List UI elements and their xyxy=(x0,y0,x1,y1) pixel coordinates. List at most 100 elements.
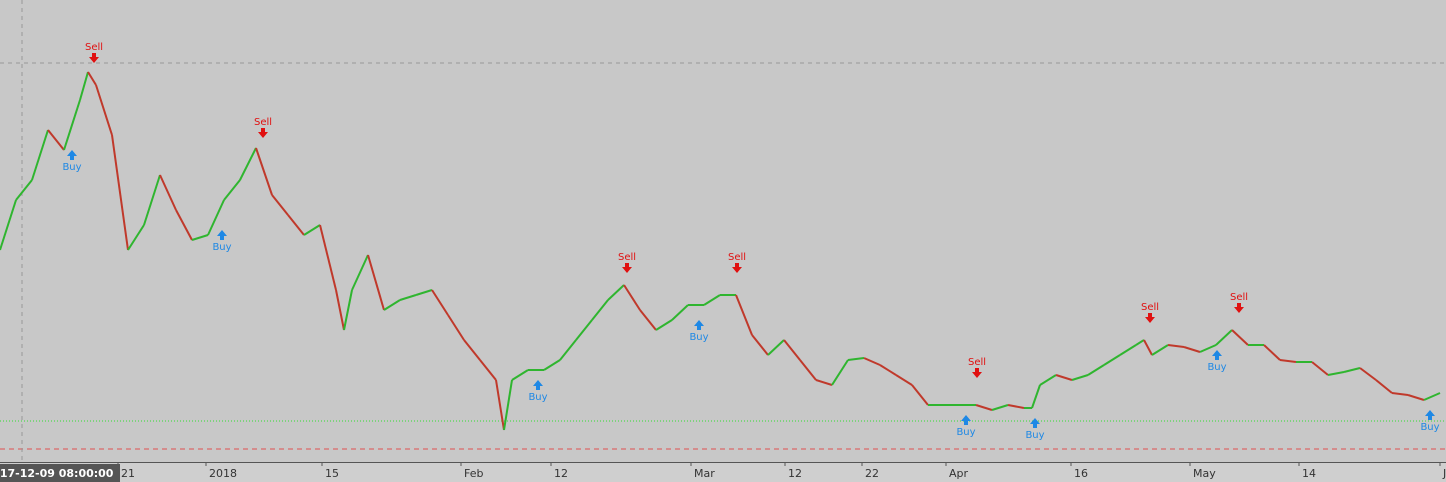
price-segment xyxy=(1359,367,1377,381)
crosshair-label-box xyxy=(0,464,120,482)
signal: Buy xyxy=(1207,350,1227,373)
price-segment xyxy=(191,234,209,241)
signal-label: Buy xyxy=(62,162,81,173)
price-segment xyxy=(495,379,505,431)
price-segment xyxy=(175,209,193,241)
price-segment xyxy=(591,299,609,321)
plot-area xyxy=(0,0,1446,462)
x-tick-label: May xyxy=(1193,467,1216,480)
price-segment xyxy=(503,379,513,431)
price-segment xyxy=(1279,359,1297,363)
price-segment xyxy=(63,99,81,151)
price-segment xyxy=(1311,361,1329,376)
sell-arrow xyxy=(1145,313,1155,323)
price-segment xyxy=(671,304,689,321)
price-segment xyxy=(239,147,257,181)
price-segment xyxy=(415,289,433,296)
signal-label: Sell xyxy=(85,42,103,53)
price-segment xyxy=(1407,394,1425,401)
signal: Sell xyxy=(254,117,272,138)
price-segment xyxy=(303,224,321,236)
price-segment xyxy=(1119,344,1137,356)
price-segment xyxy=(1055,374,1073,381)
price-segment xyxy=(143,174,161,226)
signal-label: Sell xyxy=(728,252,746,263)
buy-arrow xyxy=(533,380,543,390)
price-segment xyxy=(87,71,97,86)
price-segment xyxy=(1143,339,1153,356)
buy-arrow xyxy=(694,320,704,330)
price-segment xyxy=(383,299,401,311)
x-tick-label: 22 xyxy=(865,467,879,480)
price-segment xyxy=(1343,367,1361,373)
price-segment xyxy=(447,314,465,341)
price-segment xyxy=(1167,344,1185,348)
price-segment xyxy=(1007,404,1025,409)
buy-arrow xyxy=(1212,350,1222,360)
price-segment xyxy=(1231,329,1249,346)
sell-arrow xyxy=(732,263,742,273)
price-segment xyxy=(31,129,49,181)
price-segment xyxy=(879,364,897,376)
price-segment xyxy=(639,309,657,331)
price-segment xyxy=(399,294,417,301)
price-segment xyxy=(15,179,33,201)
price-segment xyxy=(559,339,577,361)
signal: Sell xyxy=(1141,302,1159,323)
price-segment xyxy=(223,179,241,201)
price-segment xyxy=(463,339,481,361)
price-segment xyxy=(703,294,721,306)
price-segment xyxy=(127,224,145,251)
signal-label: Buy xyxy=(689,332,708,343)
sell-arrow xyxy=(89,53,99,63)
signal-label: Buy xyxy=(1207,362,1226,373)
price-segment xyxy=(287,214,305,236)
buy-arrow xyxy=(217,230,227,240)
signal: Sell xyxy=(1230,292,1248,313)
signal: Sell xyxy=(728,252,746,273)
price-segment xyxy=(271,194,289,216)
signal-label: Buy xyxy=(528,392,547,403)
price-segment xyxy=(207,199,225,236)
price-segment xyxy=(1087,364,1105,376)
price-segment xyxy=(1327,371,1345,376)
signal-label: Buy xyxy=(956,427,975,438)
price-segment xyxy=(1103,354,1121,366)
price-segment xyxy=(1151,344,1169,356)
price-segment xyxy=(431,289,449,316)
price-segment xyxy=(1071,374,1089,381)
signal: Buy xyxy=(689,320,709,343)
sell-arrow xyxy=(1234,303,1244,313)
price-segment xyxy=(1375,379,1393,394)
signal: Sell xyxy=(85,42,103,63)
signal-label: Sell xyxy=(618,252,636,263)
x-tick-label: 12 xyxy=(788,467,802,480)
time-axis xyxy=(0,462,1446,482)
price-segment xyxy=(1423,392,1441,401)
price-segment xyxy=(831,359,849,386)
buy-arrow xyxy=(67,150,77,160)
x-tick-label: 12 xyxy=(554,467,568,480)
price-segment xyxy=(751,334,769,356)
price-segment xyxy=(1199,344,1217,353)
price-segment xyxy=(799,359,817,381)
signal-label: Sell xyxy=(968,357,986,368)
price-segment xyxy=(895,374,913,386)
x-tick-label: Mar xyxy=(694,467,715,480)
sell-arrow xyxy=(622,263,632,273)
price-segment xyxy=(335,289,345,331)
price-segment xyxy=(655,319,673,331)
signal: Buy xyxy=(1025,418,1045,441)
price-segment xyxy=(1183,346,1201,353)
sell-arrow xyxy=(258,128,268,138)
x-tick-label: Feb xyxy=(464,467,483,480)
price-segment xyxy=(623,284,641,311)
price-segment xyxy=(255,147,273,196)
signal-label: Sell xyxy=(254,117,272,128)
x-tick-label: 14 xyxy=(1302,467,1316,480)
signal: Sell xyxy=(968,357,986,378)
buy-arrow xyxy=(961,415,971,425)
price-segment xyxy=(0,199,17,251)
price-segment xyxy=(1215,329,1233,346)
